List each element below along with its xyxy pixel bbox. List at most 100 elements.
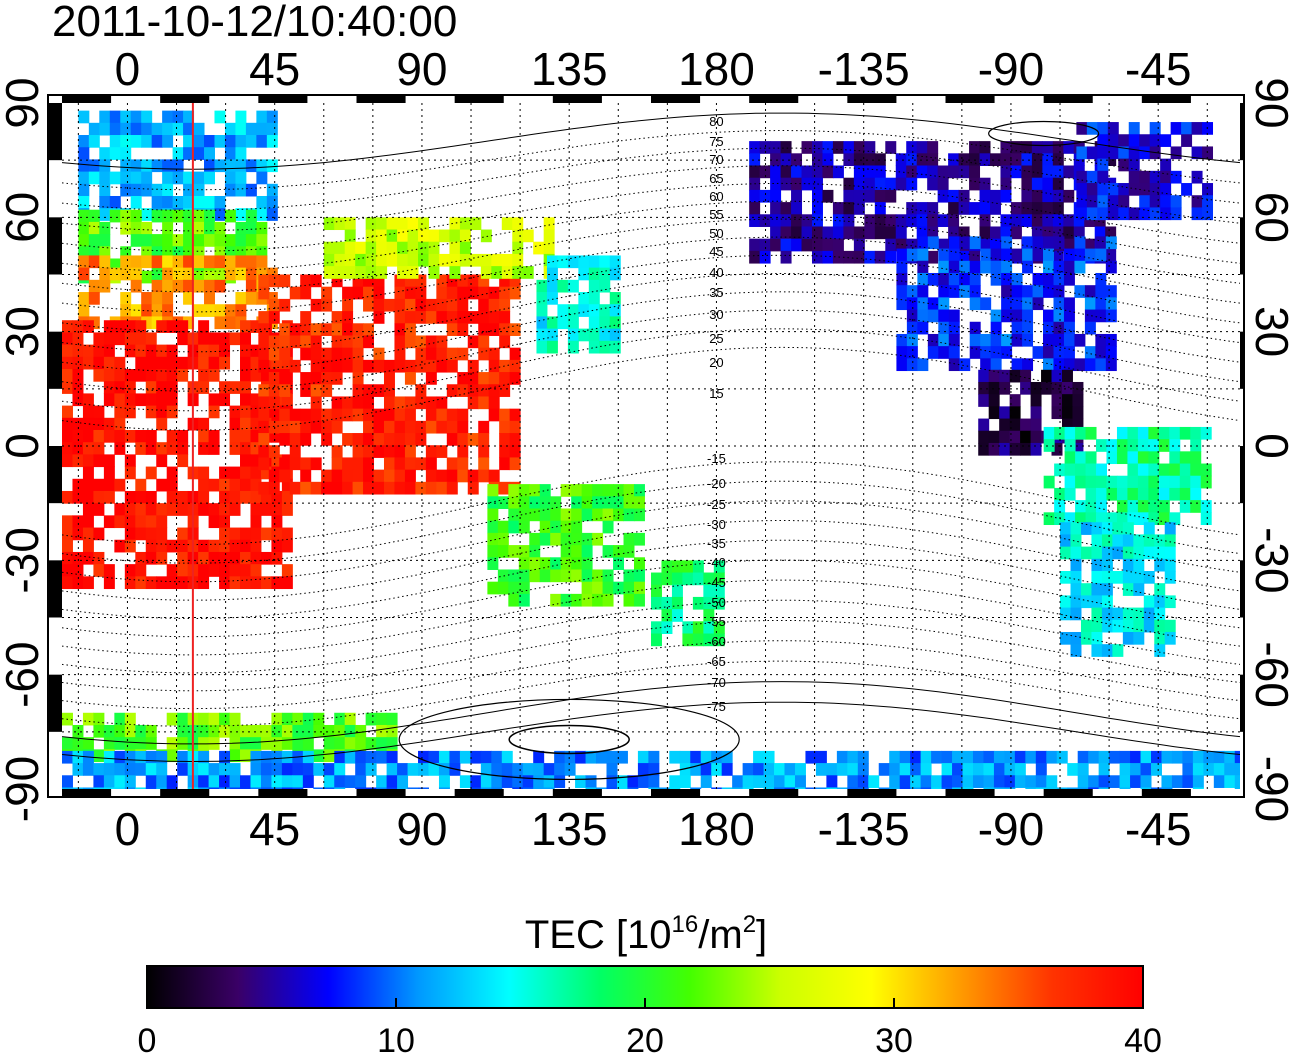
tec-cell [499,445,511,458]
tec-cell [88,135,100,148]
tec-cell [497,581,509,595]
tec-cell [826,775,838,788]
tec-cell [1149,170,1161,184]
tec-cell [889,787,901,789]
tec-cell [843,250,855,264]
tec-cell [889,775,901,788]
tec-cell [1010,165,1022,179]
tec-cell [518,508,530,522]
tec-cell [256,110,268,124]
tec-cell [1128,170,1140,184]
tec-cell [491,253,503,267]
tec-cell [1063,309,1075,323]
tec-cell [497,496,509,510]
tec-cell [260,527,272,541]
tec-cell [467,359,479,373]
tec-cell [103,332,115,346]
tec-cell [135,515,147,529]
tec-cell [352,469,364,483]
tec-cell [703,633,715,647]
tec-cell [204,270,215,284]
tec-cell [1160,134,1172,147]
tec-cell [571,569,583,583]
tec-cell [120,304,132,317]
tec-cell [958,250,970,264]
tec-cell [82,417,94,431]
tec-cell [1020,369,1032,383]
tec-cell [229,787,241,789]
tec-cell [993,750,1005,764]
tec-cell [853,141,865,154]
tec-cell [219,712,231,726]
tec-cell [606,787,618,789]
tec-cell [509,445,521,458]
border-band-segment [1240,674,1244,732]
tec-cell [885,189,897,203]
tec-cell [938,346,950,359]
tec-cell [899,787,911,789]
tec-cell [177,429,189,443]
tec-cell [1084,238,1096,252]
tec-cell [536,279,548,293]
tec-cell [1063,358,1075,372]
tec-cell [1139,134,1151,147]
tec-cell [103,356,115,370]
tec-cell [114,417,126,431]
tec-cell [602,593,614,607]
tec-cell [240,429,251,443]
tec-cell [980,297,992,311]
tec-cell [415,433,427,446]
tec-cell [271,737,283,750]
tec-cell [93,478,105,492]
tec-cell [62,564,73,577]
tec-cell [250,551,262,565]
tec-cell [373,311,385,324]
tec-cell [177,369,189,382]
tec-cell [438,253,450,267]
tec-cell [245,159,257,173]
tec-cell [156,576,168,590]
tec-cell [446,323,458,336]
tec-cell [198,724,210,738]
tec-cell [72,442,84,455]
tec-cell [467,481,479,495]
tec-cell [271,503,283,516]
tec-cell [1046,787,1058,789]
tec-cell [1192,750,1204,764]
tec-cell [363,323,375,336]
tec-cell [938,260,950,274]
tec-cell [550,520,562,534]
tec-cell [457,372,469,385]
tec-cell [543,787,555,789]
tec-cell [258,457,270,471]
tec-cell [204,255,215,269]
tec-cell [899,763,911,776]
tec-cell [279,372,291,385]
tec-cell [959,236,971,250]
tec-cell [780,165,792,179]
tec-cell [627,787,639,789]
tec-cell [214,234,226,247]
tec-cell [436,347,448,361]
tec-cell [811,141,823,154]
tec-cell [62,454,73,468]
tec-cell [268,335,280,349]
tec-cell [72,454,84,468]
tec-cell [407,241,419,255]
tec-cell [1127,463,1139,477]
tec-cell [415,311,427,324]
tec-cell [166,576,178,590]
tec-cell [162,221,174,235]
border-band-segment [258,95,308,103]
contour-line [62,112,1240,170]
tec-cell [250,393,262,407]
tec-cell [344,775,356,788]
tec-cell [235,171,247,185]
tec-cell [1158,487,1170,501]
tec-cell [124,737,136,750]
tec-cell [271,429,283,443]
tec-cell [355,253,367,267]
tec-cell [1190,475,1202,489]
tec-cell [124,527,136,541]
tec-cell [988,369,1000,383]
